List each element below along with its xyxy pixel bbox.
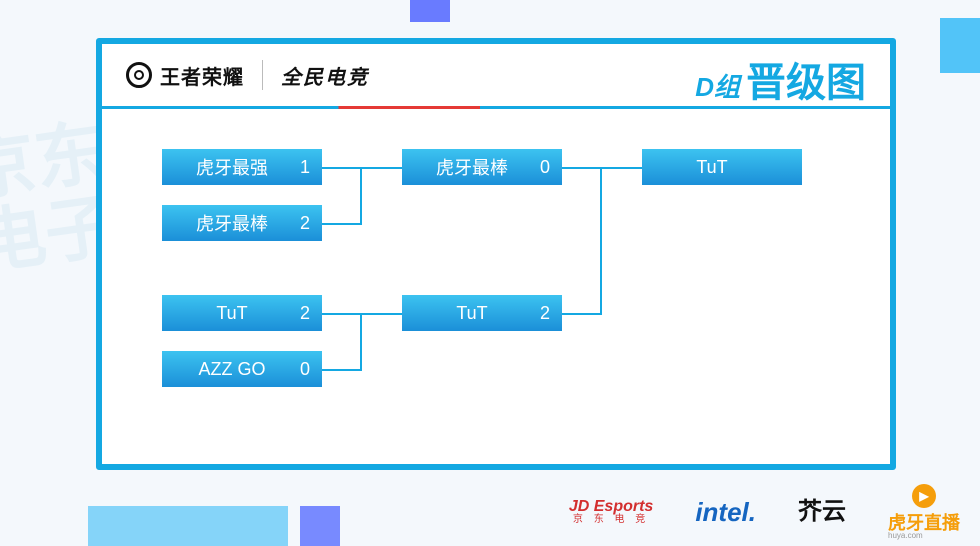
game-logo-icon: [126, 62, 152, 88]
team-name: AZZ GO: [174, 359, 290, 380]
connector: [562, 167, 600, 169]
team-name: 虎牙最棒: [174, 210, 290, 236]
sponsor-jd-line1: JD Esports: [569, 499, 653, 515]
connector: [600, 167, 642, 169]
bg-square: [300, 506, 340, 546]
game-logo: 王者荣耀: [126, 61, 244, 90]
connector: [322, 369, 360, 371]
sponsor-huya: ▶ 虎牙直播 huya.com: [888, 484, 960, 540]
team-name: TuT: [174, 303, 290, 324]
connector: [360, 313, 362, 371]
connector: [360, 167, 402, 169]
team-score: 1: [290, 157, 310, 178]
bracket-card: 王者荣耀 全民电竞 D组 晋级图 虎牙最强 1 虎牙最棒 2 TuT 2 AZZ…: [96, 38, 896, 470]
team-box-r1-4: AZZ GO 0: [162, 351, 322, 387]
team-score: 2: [290, 303, 310, 324]
team-name: 虎牙最强: [174, 154, 290, 180]
team-box-r1-1: 虎牙最强 1: [162, 149, 322, 185]
huya-play-icon: ▶: [912, 484, 936, 508]
team-box-r1-3: TuT 2: [162, 295, 322, 331]
bracket-area: 虎牙最强 1 虎牙最棒 2 TuT 2 AZZ GO 0 虎牙最棒 0 TuT …: [102, 109, 890, 464]
connector: [562, 313, 600, 315]
team-score: 2: [290, 213, 310, 234]
team-box-r2-2: TuT 2: [402, 295, 562, 331]
team-box-final: TuT: [642, 149, 802, 185]
bg-square: [940, 18, 980, 73]
team-name: TuT: [414, 303, 530, 324]
connector: [322, 313, 360, 315]
sponsor-intel-text: intel.: [695, 499, 756, 525]
connector: [322, 223, 360, 225]
esports-logo-text: 全民电竞: [281, 61, 369, 90]
team-score: 0: [290, 359, 310, 380]
connector: [360, 167, 362, 225]
connector: [322, 167, 360, 169]
bg-square: [88, 506, 288, 546]
team-score: 2: [530, 303, 550, 324]
bg-square: [410, 0, 450, 22]
team-box-r2-1: 虎牙最棒 0: [402, 149, 562, 185]
sponsor-flower-text: 芥云: [798, 500, 846, 524]
sponsor-jd: JD Esports 京 东 电 竞: [569, 499, 653, 525]
group-label: D组: [695, 67, 740, 104]
team-box-r1-2: 虎牙最棒 2: [162, 205, 322, 241]
group-title: D组 晋级图: [695, 50, 866, 108]
sponsor-jd-line2: 京 东 电 竞: [573, 515, 649, 525]
sponsor-huya-text: 虎牙直播: [888, 513, 960, 533]
team-name: TuT: [654, 157, 770, 178]
game-logo-text: 王者荣耀: [160, 61, 244, 90]
sponsor-row: JD Esports 京 东 电 竞 intel. 芥云 ▶ 虎牙直播 huya…: [569, 484, 960, 540]
sponsor-huya-sub: huya.com: [888, 532, 960, 540]
connector: [600, 167, 602, 315]
sponsor-flower: 芥云: [798, 500, 846, 524]
sponsor-intel: intel.: [695, 499, 756, 525]
header-separator: [262, 60, 263, 90]
card-header: 王者荣耀 全民电竞 D组 晋级图: [102, 44, 890, 106]
bracket-title: 晋级图: [746, 50, 866, 108]
team-score: 0: [530, 157, 550, 178]
connector: [360, 313, 402, 315]
team-name: 虎牙最棒: [414, 154, 530, 180]
